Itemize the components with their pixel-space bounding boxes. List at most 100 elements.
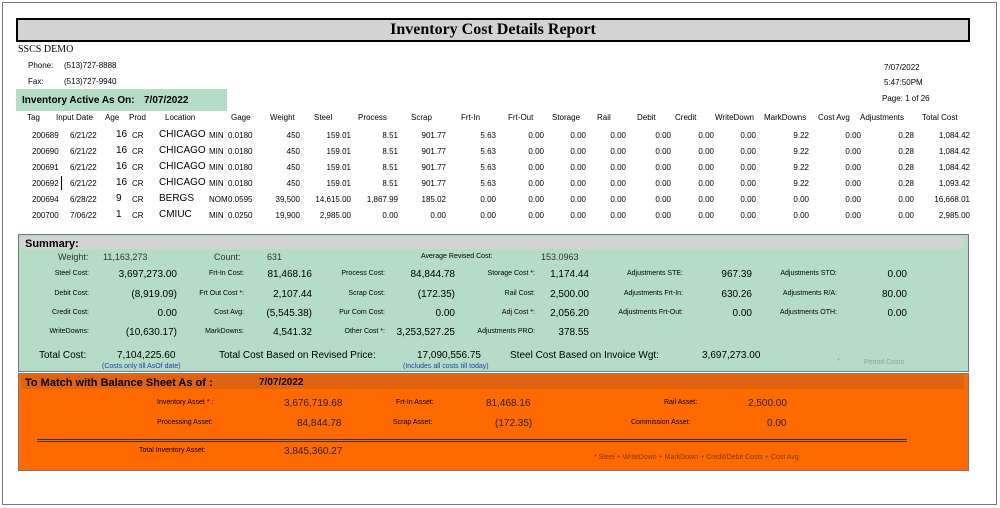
cell-gage-type: MIN (209, 163, 224, 172)
col-tag: Tag (27, 113, 40, 122)
col-frt-out: Frt-Out (508, 113, 534, 122)
cell-markdowns: 0.00 (793, 195, 809, 204)
balance-date: 7/07/2022 (259, 377, 304, 388)
cell-credit: 0.00 (698, 131, 714, 140)
summary-field-label: Steel Cost: (54, 270, 89, 277)
cell-prod: CR (132, 195, 144, 204)
cell-frt-out: 0.00 (528, 211, 544, 220)
col-cost-avg: Cost Avg (818, 113, 850, 122)
table-row: 200694 6/28/22 9 CR BERGS NOM 0.0595 39,500 14,6… (0, 193, 1000, 211)
col-frt-in: Frt-In (461, 113, 481, 122)
summary-field-label: Adjustments Frt-Out: (618, 309, 683, 316)
summary-field-value: 84,844.78 (410, 269, 456, 280)
col-rail: Rail (597, 113, 611, 122)
col-input-date: Input Date (56, 113, 93, 122)
cell-rail: 0.00 (610, 147, 626, 156)
inventory-asset-value: 3,676,719.68 (284, 398, 343, 409)
cell-age: 16 (116, 161, 128, 172)
summary-field-label: Adjustments PRO: (477, 328, 535, 335)
cell-steel: 159.01 (326, 131, 351, 140)
cell-storage: 0.00 (570, 131, 586, 140)
revised-total-note: (Includes all costs till today) (403, 363, 489, 370)
col-age: Age (105, 113, 120, 122)
report-date: 7/07/2022 (884, 63, 920, 72)
cell-location: CHICAGO (159, 145, 206, 156)
cell-tag: 200694 (32, 195, 59, 204)
page-indicator: Page: 1 of 26 (882, 94, 930, 103)
cell-total-cost: 2,985.00 (938, 211, 970, 220)
summary-field-label: Rail Cost: (504, 290, 535, 297)
summary-field-label: Adjustments Frt-In: (623, 290, 683, 297)
cell-debit: 0.00 (655, 131, 671, 140)
summary-field-value: (10,630.17) (125, 327, 177, 338)
balance-sheet-panel: To Match with Balance Sheet As of : 7/07… (18, 373, 969, 471)
cell-weight: 450 (286, 131, 300, 140)
period-costs-label: Period Costs (864, 359, 905, 366)
cell-adjustments: 0.00 (898, 195, 914, 204)
summary-field-value: 1,174.44 (550, 269, 589, 280)
inventory-active-label: Inventory Active As On: (22, 95, 135, 106)
total-cost-value: 7,104,225.60 (117, 350, 176, 361)
cell-cost-avg: 0.00 (845, 179, 861, 188)
cell-frt-out: 0.00 (528, 147, 544, 156)
cell-gage-type: MIN (209, 179, 224, 188)
summary-field-label: Adj Cost *: (501, 309, 535, 316)
cell-location: CHICAGO (159, 161, 206, 172)
cell-weight: 450 (286, 147, 300, 156)
processing-asset-label: Processing Asset: (157, 419, 213, 426)
cell-process: 8.51 (382, 131, 398, 140)
cell-adjustments: 0.28 (898, 147, 914, 156)
summary-count-value: 631 (267, 252, 283, 262)
cell-debit: 0.00 (655, 211, 671, 220)
summary-field-label: Process Cost: (341, 270, 385, 277)
cell-steel: 159.01 (326, 179, 351, 188)
cell-credit: 0.00 (698, 147, 714, 156)
cell-scrap: 901.77 (421, 147, 446, 156)
fax-label: Fax: (28, 77, 44, 86)
commission-asset-label: Commission Asset: (631, 419, 691, 426)
cell-gage: 0.0595 (228, 195, 253, 204)
cell-steel: 159.01 (326, 163, 351, 172)
summary-field-label: WriteDowns: (49, 328, 89, 335)
summary-field-value: 3,253,527.25 (396, 327, 455, 338)
summary-field-value: 2,107.44 (273, 289, 312, 300)
inventory-asset-label: Inventory Asset * : (157, 399, 214, 406)
cell-gage: 0.0180 (228, 179, 253, 188)
summary-title: Summary: (25, 238, 79, 250)
cell-rail: 0.00 (610, 163, 626, 172)
cell-scrap: 185.02 (421, 195, 446, 204)
col-weight: Weight (270, 113, 295, 122)
cell-cost-avg: 0.00 (845, 163, 861, 172)
cell-credit: 0.00 (698, 211, 714, 220)
cell-age: 16 (116, 145, 128, 156)
revised-total-label: Total Cost Based on Revised Price: (219, 350, 376, 361)
text-cursor-icon (61, 176, 62, 190)
summary-field-label: Storage Cost *: (487, 270, 535, 277)
cell-steel: 2,985.00 (319, 211, 351, 220)
col-writedown: WriteDown (715, 113, 754, 122)
col-total-cost: Total Cost (922, 113, 958, 122)
cell-weight: 450 (286, 163, 300, 172)
cell-debit: 0.00 (655, 195, 671, 204)
balance-footnote: * Steel + WriteDown + MarkDown + Credit/… (594, 454, 799, 461)
cell-markdowns: 9.22 (793, 131, 809, 140)
cell-input-date: 6/21/22 (70, 163, 97, 172)
summary-field-label: Debit Cost: (54, 290, 89, 297)
inventory-active-box: Inventory Active As On: 7/07/2022 (16, 89, 227, 111)
cell-tag: 200691 (32, 163, 59, 172)
cell-tag: 200700 (32, 211, 59, 220)
col-process: Process (358, 113, 387, 122)
summary-field-label: Frt-In Cost: (208, 270, 244, 277)
table-row: 200689 6/21/22 16 CR CHICAGO MIN 0.0180 450 159.… (0, 129, 1000, 147)
cell-process: 8.51 (382, 179, 398, 188)
col-scrap: Scrap (411, 113, 432, 122)
cell-gage: 0.0180 (228, 147, 253, 156)
balance-divider (37, 439, 907, 442)
cell-process: 0.00 (382, 211, 398, 220)
summary-field-value: 80.00 (881, 289, 907, 300)
summary-field-label: Adjustments STO: (780, 270, 837, 277)
cell-frt-out: 0.00 (528, 179, 544, 188)
summary-field-value: 378.55 (558, 327, 589, 338)
cell-prod: CR (132, 131, 144, 140)
